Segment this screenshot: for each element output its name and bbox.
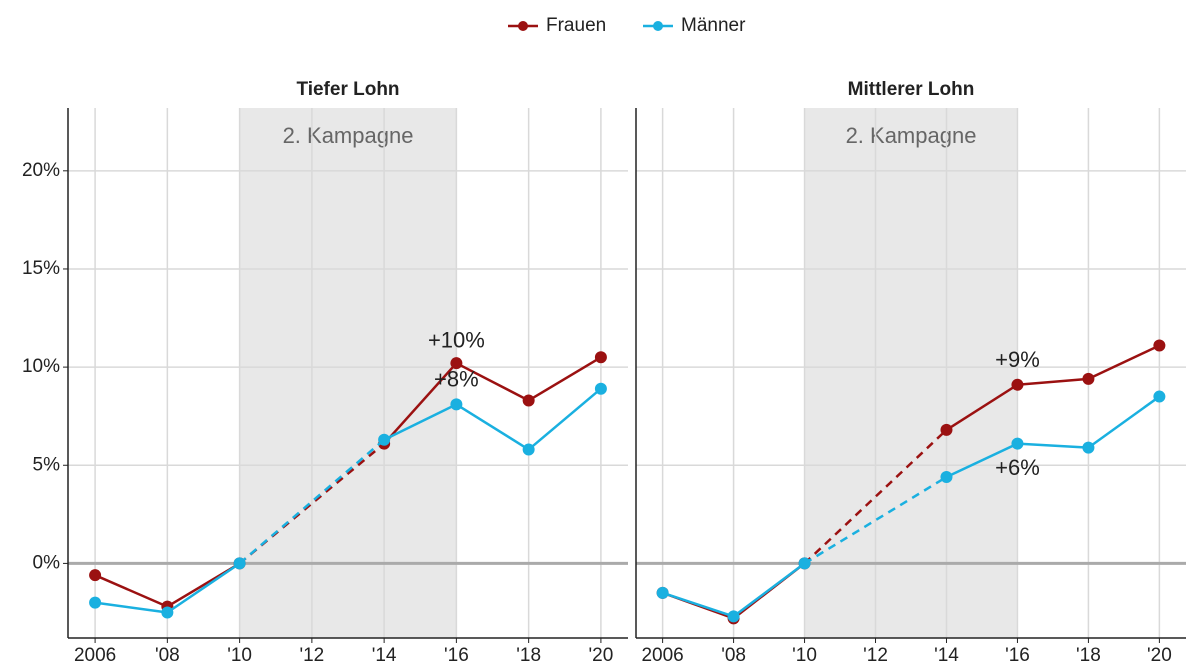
x-tick-label: '10 xyxy=(792,645,817,666)
legend-marker xyxy=(653,21,663,31)
y-tick-label: 10% xyxy=(22,356,60,377)
annotation: +10% xyxy=(428,327,485,352)
line-segment xyxy=(528,356,602,402)
x-tick-label: '08 xyxy=(155,645,180,666)
point xyxy=(89,569,102,582)
line-segment xyxy=(94,601,168,614)
point xyxy=(1082,441,1095,454)
point xyxy=(1153,390,1166,403)
line-segment xyxy=(455,362,530,402)
line-segment xyxy=(383,403,457,441)
point xyxy=(522,443,535,456)
line-segment xyxy=(945,442,1018,479)
campaign-shade xyxy=(804,108,1018,638)
y-tick-label: 5% xyxy=(33,454,61,475)
x-tick-label: 2006 xyxy=(641,645,683,666)
legend-label: Männer xyxy=(681,15,746,36)
point xyxy=(1011,437,1024,450)
point xyxy=(1153,339,1166,352)
x-tick-label: 2006 xyxy=(74,645,116,666)
point xyxy=(940,471,953,484)
x-tick-label: '10 xyxy=(227,645,252,666)
point xyxy=(378,433,391,446)
line-segment xyxy=(803,429,948,565)
annotation: +6% xyxy=(995,455,1040,480)
line-segment xyxy=(945,383,1019,431)
x-tick-label: '20 xyxy=(1147,645,1172,666)
panel-title: Tiefer Lohn xyxy=(296,79,399,100)
point xyxy=(798,557,811,570)
x-tick-label: '08 xyxy=(721,645,746,666)
line-segment xyxy=(1087,395,1161,449)
x-tick-label: '18 xyxy=(1076,645,1101,666)
point xyxy=(161,606,174,619)
x-tick-label: '12 xyxy=(299,645,324,666)
x-tick-label: '16 xyxy=(444,645,469,666)
panel-title: Mittlerer Lohn xyxy=(848,79,975,100)
line-segment xyxy=(94,574,168,608)
point xyxy=(1082,372,1095,385)
annotation: +9% xyxy=(995,347,1040,372)
line-segment xyxy=(527,387,602,451)
line-segment xyxy=(1017,442,1089,449)
y-tick-label: 20% xyxy=(22,160,60,181)
line-segment xyxy=(455,403,530,451)
point xyxy=(594,382,607,395)
point xyxy=(89,596,102,609)
line-segment xyxy=(383,362,458,445)
line-segment xyxy=(1017,377,1089,387)
point xyxy=(656,586,669,599)
x-tick-label: '12 xyxy=(863,645,888,666)
y-tick-label: 0% xyxy=(33,552,61,573)
annotation: +8% xyxy=(434,367,479,392)
campaign-shade xyxy=(239,108,457,638)
x-tick-label: '14 xyxy=(934,645,959,666)
point xyxy=(450,398,463,411)
point xyxy=(233,557,246,570)
line-segment xyxy=(238,438,385,565)
campaign-label: 2. Kampagne xyxy=(846,123,977,148)
point xyxy=(727,610,740,623)
point xyxy=(522,394,535,407)
campaign-label: 2. Kampagne xyxy=(283,123,414,148)
line-segment xyxy=(1087,344,1160,381)
x-tick-label: '14 xyxy=(372,645,397,666)
legend-marker xyxy=(518,21,528,31)
x-tick-label: '18 xyxy=(516,645,541,666)
y-tick-label: 15% xyxy=(22,258,60,279)
point xyxy=(1011,378,1024,391)
x-tick-label: '20 xyxy=(589,645,614,666)
point xyxy=(594,351,607,364)
line-segment xyxy=(166,562,241,614)
legend-label: Frauen xyxy=(546,15,606,36)
line-segment xyxy=(732,562,806,618)
point xyxy=(450,357,463,370)
point xyxy=(940,423,953,436)
x-tick-label: '16 xyxy=(1005,645,1030,666)
line-segment xyxy=(662,591,734,618)
